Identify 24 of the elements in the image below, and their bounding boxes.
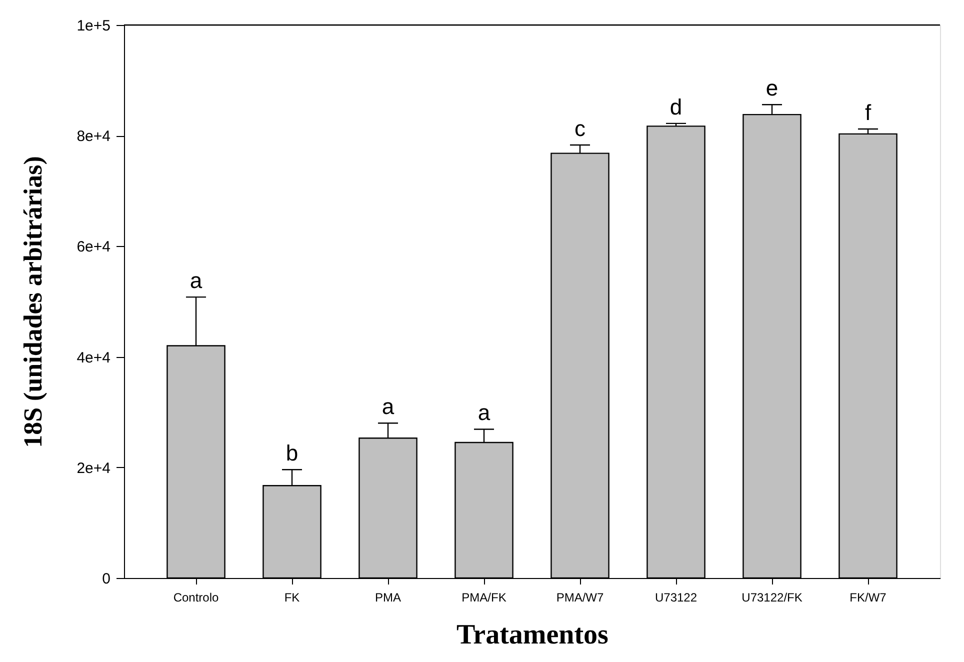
x-tick-label: Controlo (173, 590, 220, 604)
y-tick-label: 8e+4 (76, 128, 110, 146)
x-tick-label: PMA (374, 590, 402, 604)
annotation: a (478, 400, 491, 426)
y-tick-label: 4e+4 (76, 349, 110, 366)
annotation: a (382, 394, 395, 420)
annotation: c (574, 116, 586, 141)
x-axis-title: Tratamentos (456, 620, 609, 650)
annotation: e (766, 76, 778, 101)
x-tick-label: U73122/FK (742, 590, 802, 604)
x-tick-label: FK/W7 (850, 590, 887, 604)
x-tick-label: PMA/FK (462, 590, 506, 604)
annotation: a (190, 268, 203, 294)
y-tick-label: 6e+4 (76, 238, 110, 256)
annotation: b (286, 440, 298, 466)
y-axis-title: 18S (unidades arbitrárias) (18, 156, 48, 448)
x-tick-label: FK (284, 590, 300, 604)
y-tick-label: 2e+4 (76, 460, 110, 477)
x-tick-label: U73122 (654, 590, 698, 604)
annotation: f (864, 100, 872, 125)
y-tick-label: 1e+5 (76, 18, 110, 34)
y-tick-label: 0 (102, 570, 110, 588)
x-tick-label: PMA/W7 (556, 590, 604, 604)
annotation: d (670, 94, 682, 120)
